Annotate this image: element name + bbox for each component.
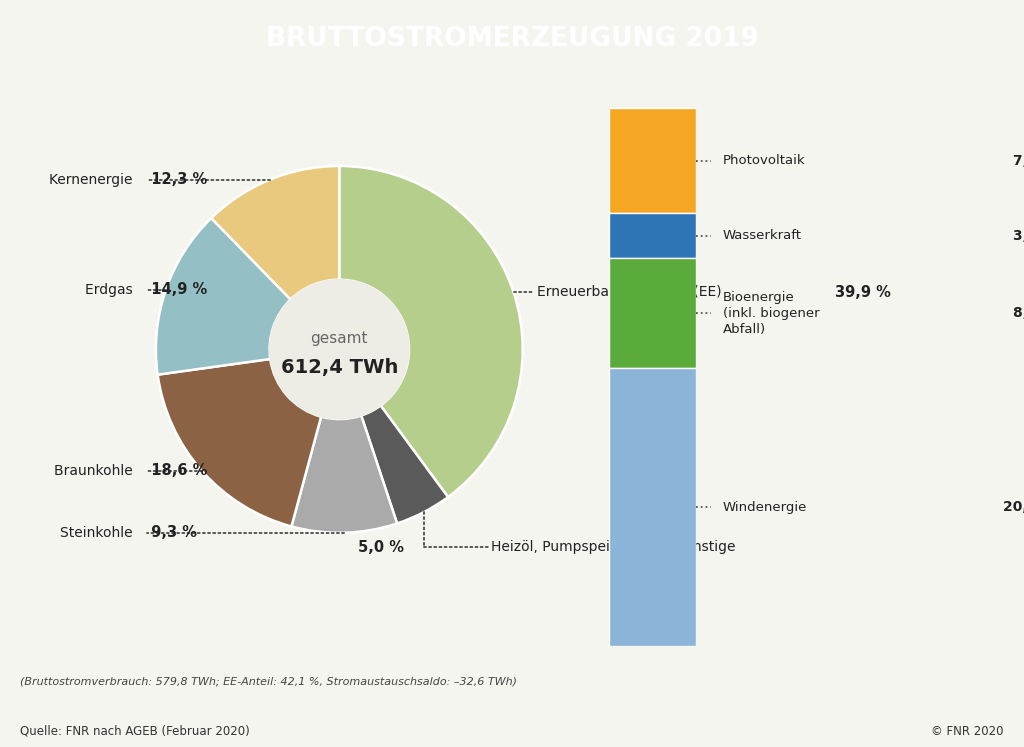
Text: Photovoltaik: Photovoltaik [723,155,806,167]
FancyBboxPatch shape [609,258,696,368]
Text: © FNR 2020: © FNR 2020 [931,725,1004,737]
Text: Steinkohle: Steinkohle [59,526,141,540]
Circle shape [269,279,409,419]
Wedge shape [361,406,449,524]
FancyBboxPatch shape [609,368,696,646]
Text: Wasserkraft: Wasserkraft [723,229,802,242]
Text: Erdgas: Erdgas [85,283,141,297]
Text: 20,6 %: 20,6 % [1004,500,1024,515]
Text: Quelle: FNR nach AGEB (Februar 2020): Quelle: FNR nach AGEB (Februar 2020) [20,725,250,737]
FancyBboxPatch shape [609,214,696,258]
Text: 3,3 %: 3,3 % [1013,229,1024,243]
Text: Heizöl, Pumpspeicher und Sonstige: Heizöl, Pumpspeicher und Sonstige [492,541,736,554]
Text: 12,3 %: 12,3 % [141,172,208,187]
Text: Braunkohle: Braunkohle [53,464,141,477]
Text: 14,9 %: 14,9 % [141,282,208,297]
Text: Kernenergie: Kernenergie [49,173,141,187]
Text: 18,6 %: 18,6 % [141,463,208,478]
Text: 612,4 TWh: 612,4 TWh [281,359,398,377]
Text: 7,8 %: 7,8 % [1013,154,1024,168]
Wedge shape [211,166,339,300]
Text: 5,0 %: 5,0 % [358,540,415,555]
Text: (Bruttostromverbrauch: 579,8 TWh; EE-Anteil: 42,1 %, Stromaustauschsaldo: –32,6 : (Bruttostromverbrauch: 579,8 TWh; EE-Ant… [20,676,517,686]
Wedge shape [292,415,397,533]
Text: gesamt: gesamt [310,331,368,346]
Text: Windenergie: Windenergie [723,500,807,514]
Text: 39,9 %: 39,9 % [836,285,891,300]
Text: BRUTTOSTROMERZEUGUNG 2019: BRUTTOSTROMERZEUGUNG 2019 [265,26,759,52]
Wedge shape [156,218,291,375]
Text: 8,2 %: 8,2 % [1013,306,1024,320]
Wedge shape [158,359,322,527]
FancyBboxPatch shape [609,108,696,214]
Wedge shape [339,166,522,497]
Text: Bioenergie
(inkl. biogener
Abfall): Bioenergie (inkl. biogener Abfall) [723,291,819,335]
Text: 9,3 %: 9,3 % [141,525,198,540]
Text: Erneuerbare Energien (EE): Erneuerbare Energien (EE) [538,285,731,299]
